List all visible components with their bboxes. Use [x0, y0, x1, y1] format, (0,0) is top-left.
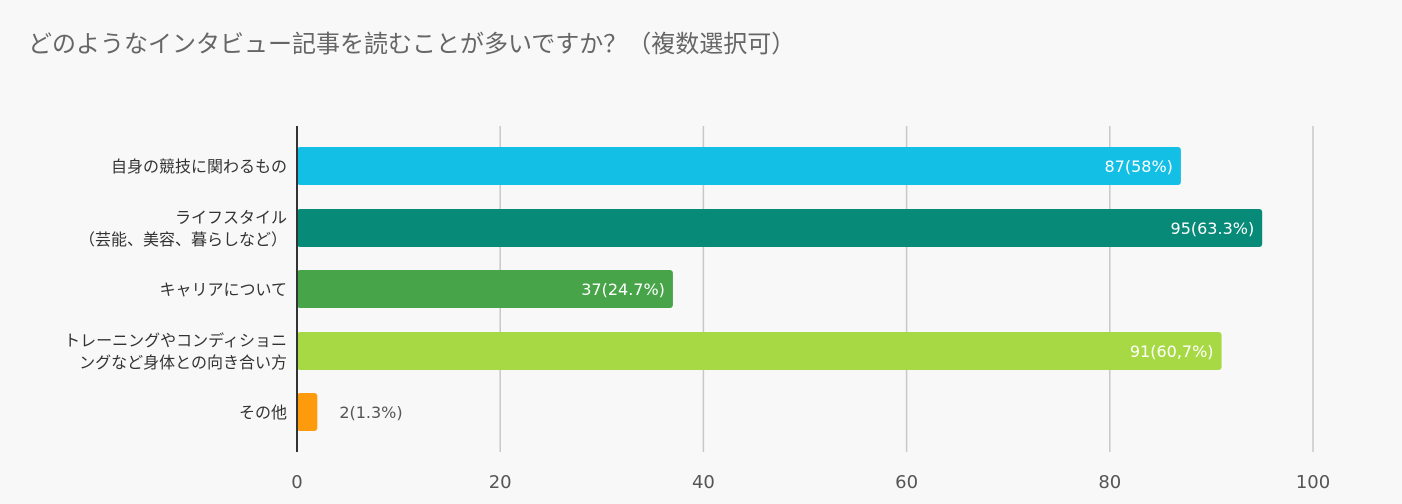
category-label: キャリアについて: [159, 280, 287, 299]
x-tick-label: 80: [1098, 472, 1121, 493]
category-label: その他: [239, 403, 287, 422]
x-tick-label: 0: [291, 472, 302, 493]
x-tick-label: 40: [692, 472, 715, 493]
data-label: 95(63.3%): [1171, 219, 1255, 238]
category-label: ライフスタイル: [175, 208, 287, 227]
chart-title: どのようなインタビュー記事を読むことが多いですか？（複数選択可）: [28, 30, 796, 58]
category-label: 自身の競技に関わるもの: [111, 157, 287, 176]
x-tick-label: 100: [1296, 472, 1330, 493]
data-label: 37(24.7%): [581, 280, 665, 299]
category-label: ングなど身体との向き合い方: [79, 353, 287, 372]
category-label: （芸能、美容、暮らしなど）: [79, 230, 287, 249]
category-label: トレーニングやコンディショニ: [64, 331, 287, 350]
data-label: 2(1.3%): [339, 403, 402, 422]
bar: [297, 332, 1222, 370]
x-tick-label: 60: [895, 472, 918, 493]
bar: [297, 270, 673, 308]
bar: [297, 209, 1263, 247]
data-label: 91(60,7%): [1130, 342, 1214, 361]
bar: [297, 393, 318, 431]
data-label: 87(58%): [1105, 157, 1173, 176]
bar: [297, 147, 1181, 185]
x-tick-label: 20: [489, 472, 512, 493]
